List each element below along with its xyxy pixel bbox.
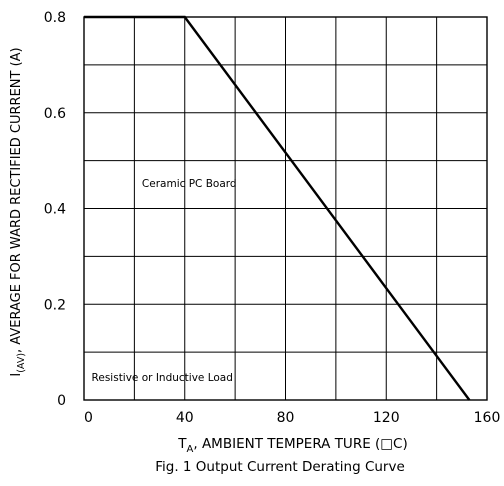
x-tick-label: 40 [176,410,194,426]
x-tick-labels: 0 40 80 120 160 [84,410,500,426]
x-axis-label: TA, AMBIENT TEMPERA TURE (□C) [177,436,407,455]
y-tick-label: 0.8 [44,10,66,26]
x-axis-label-prefix: T [177,436,187,452]
y-tick-label: 0.2 [44,297,66,313]
y-axis-label-rest: , AVERAGE FOR WARD RECTIFIED CURRENT (A) [9,47,24,353]
y-tick-label: 0.6 [44,106,66,122]
plot-frame [83,16,488,401]
y-axis-label-subscript: (AV) [16,353,27,373]
y-axis-label: I(AV), AVERAGE FOR WARD RECTIFIED CURREN… [9,47,27,376]
y-tick-label: 0.4 [44,202,66,218]
grid [84,17,487,400]
x-tick-label: 0 [84,410,93,426]
y-tick-label: 0 [57,393,66,409]
annotation-1: Resistive or Inductive Load [92,372,233,384]
x-axis-label-rest: , AMBIENT TEMPERA TURE (□C) [193,436,407,452]
y-tick-labels: 0 0.2 0.4 0.6 0.8 [44,10,66,409]
x-tick-label: 160 [474,410,501,426]
annotations: Ceramic PC Board Resistive or Inductive L… [92,178,237,384]
series-group [84,15,471,401]
x-tick-label: 80 [277,410,295,426]
y-axis-label-prefix: I [9,373,24,377]
figure-caption: Fig. 1 Output Current Derating Curve [155,459,405,475]
series-line-0 [84,15,471,401]
x-tick-label: 120 [373,410,400,426]
x-axis-label-subscript: A [187,444,194,455]
annotation-0: Ceramic PC Board [142,178,237,190]
